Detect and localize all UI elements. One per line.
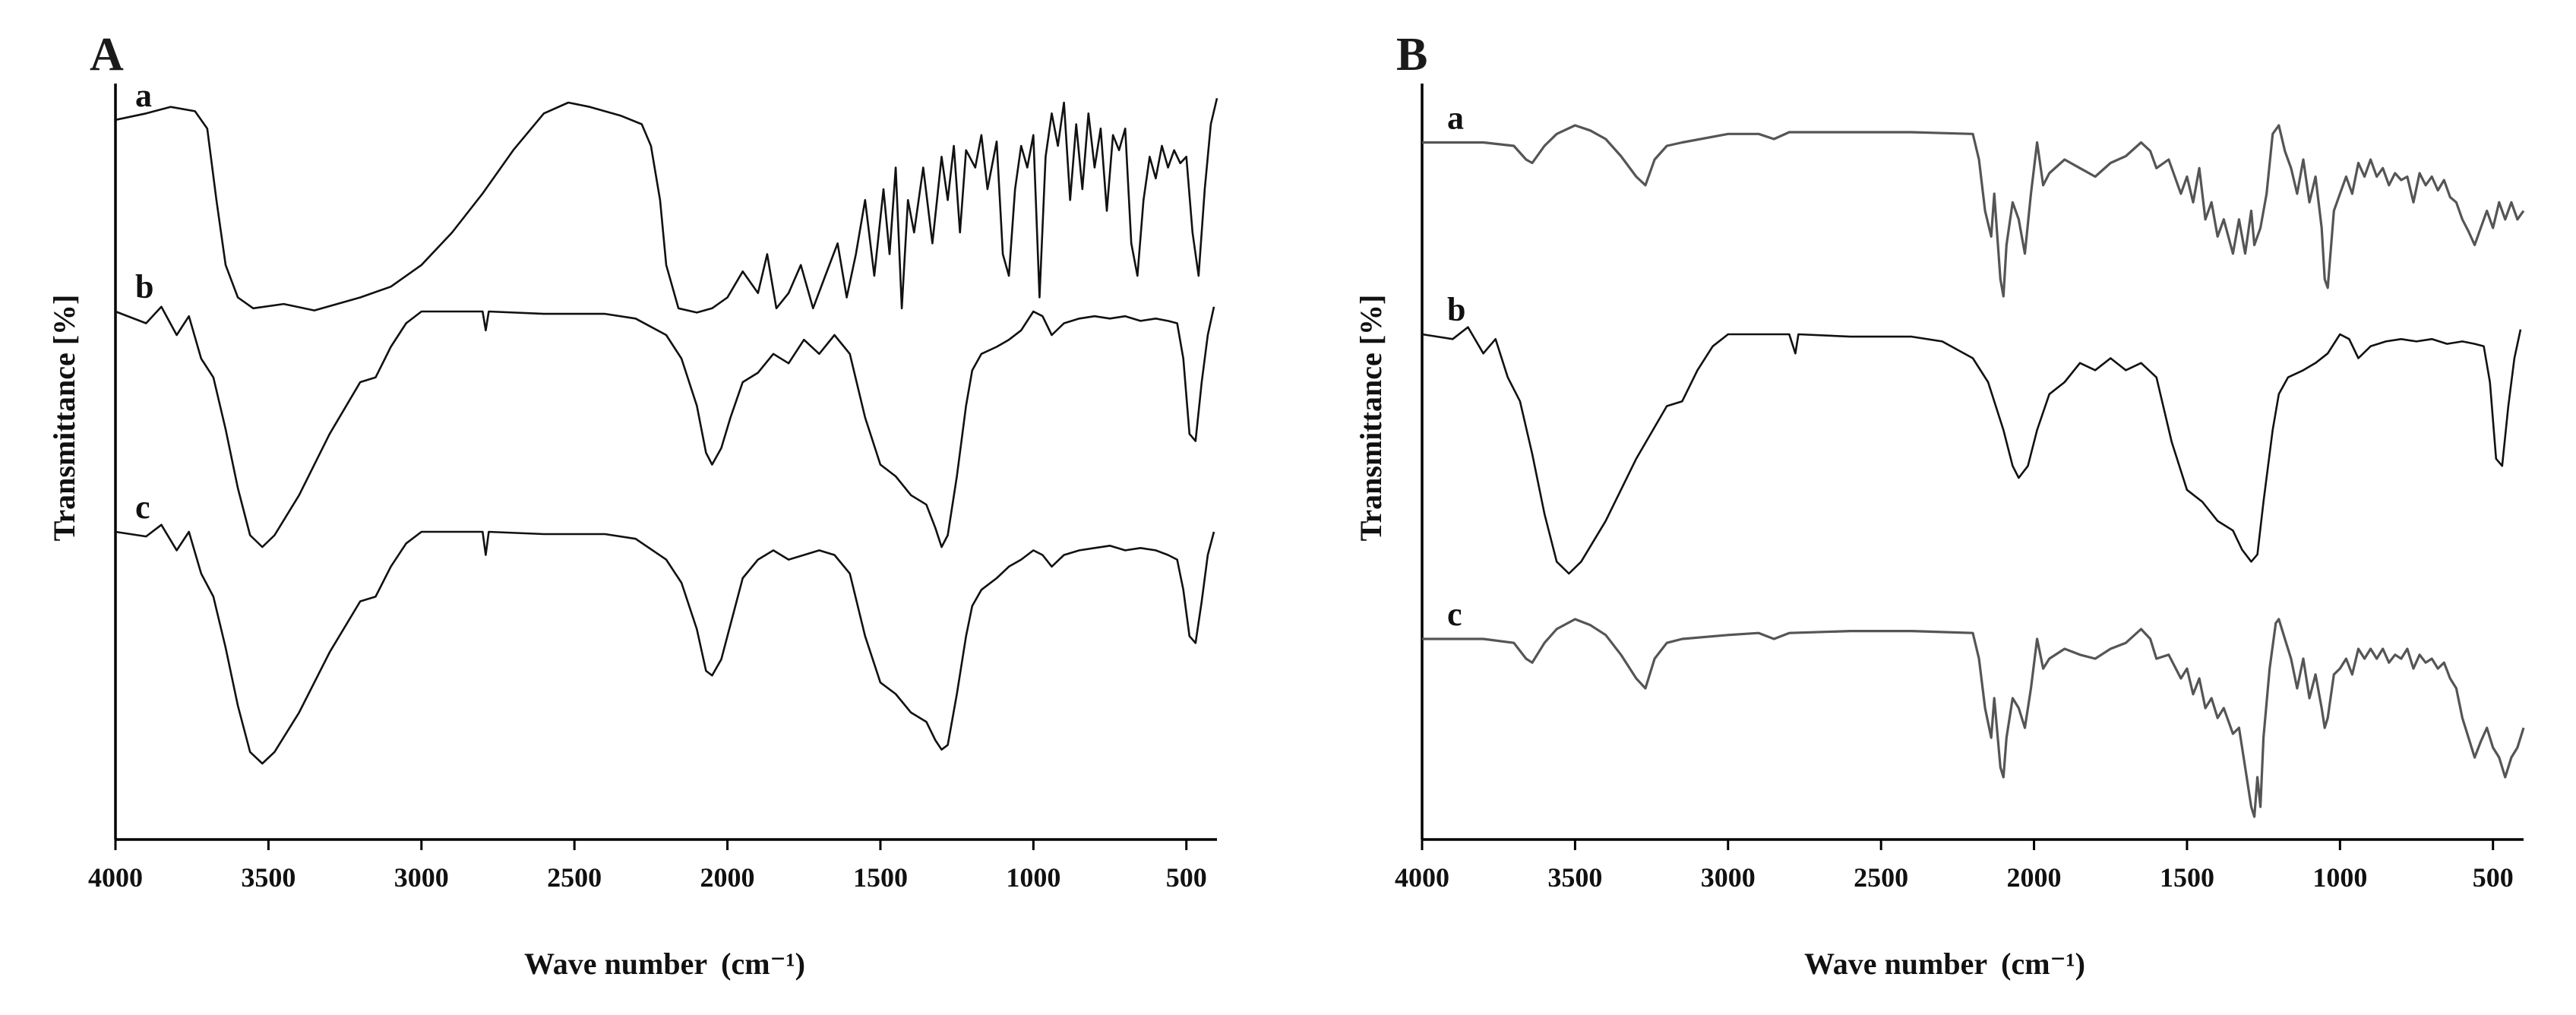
panel-a-x-axis-title: Wave number bbox=[524, 947, 707, 981]
x-tick-label: 1000 bbox=[1006, 862, 1060, 893]
panel-a-spectra: a b c bbox=[115, 77, 1218, 765]
panel-b: B Transmittance [%] Wave number (cm⁻¹) 40… bbox=[1354, 29, 2525, 981]
x-tick-label: 3000 bbox=[1701, 862, 1756, 893]
x-tick-label: 2000 bbox=[700, 862, 755, 893]
panel-b-x-axis-unit: (cm⁻¹) bbox=[2001, 947, 2085, 981]
x-tick-label: 1500 bbox=[2160, 862, 2214, 893]
curve-label-c: c bbox=[135, 489, 150, 526]
spectrum-curve-c bbox=[115, 523, 1215, 765]
x-tick-label: 2500 bbox=[1854, 862, 1908, 893]
curve-label-b: b bbox=[1447, 291, 1465, 328]
spectrum-curve-b bbox=[115, 305, 1215, 549]
x-tick-label: 4000 bbox=[88, 862, 143, 893]
panel-b-spectra: a b c bbox=[1421, 100, 2525, 818]
spectrum-curve-b bbox=[1421, 326, 2522, 575]
panel-b-label: B bbox=[1396, 29, 1427, 81]
x-tick-label: 1000 bbox=[2312, 862, 2367, 893]
x-tick-label: 1500 bbox=[853, 862, 908, 893]
panel-a-label: A bbox=[90, 29, 124, 81]
spectrum-curve-a bbox=[1422, 124, 2525, 298]
x-tick-label: 2500 bbox=[547, 862, 602, 893]
x-tick-label: 3500 bbox=[241, 862, 296, 893]
panel-b-y-axis-label: Transmittance [%] bbox=[1354, 295, 1388, 542]
panel-b-x-axis-label: Wave number (cm⁻¹) bbox=[1804, 947, 2085, 981]
panel-b-x-axis-title: Wave number bbox=[1804, 947, 1987, 981]
curve-label-c: c bbox=[1447, 596, 1462, 633]
panel-a-y-axis-label: Transmittance [%] bbox=[47, 295, 81, 542]
panel-a-x-axis-unit: (cm⁻¹) bbox=[721, 947, 805, 981]
panel-a: A Transmittance [%] Wave number (cm⁻¹) 40… bbox=[47, 29, 1218, 981]
x-tick-label: 500 bbox=[1166, 862, 1207, 893]
curve-label-a: a bbox=[135, 77, 152, 114]
x-tick-label: 3000 bbox=[394, 862, 449, 893]
x-tick-label: 500 bbox=[2473, 862, 2514, 893]
spectrum-curve-c bbox=[1422, 618, 2525, 818]
x-tick-label: 2000 bbox=[2007, 862, 2062, 893]
panel-a-axes: 4000 3500 3000 2500 2000 1500 1000 500 bbox=[88, 84, 1217, 893]
panel-b-axes: 4000 3500 3000 2500 2000 1500 1000 500 bbox=[1395, 84, 2524, 893]
curve-label-b: b bbox=[135, 268, 153, 305]
panel-a-x-axis-label: Wave number (cm⁻¹) bbox=[524, 947, 805, 981]
curve-label-a: a bbox=[1447, 100, 1464, 137]
spectrum-curve-a bbox=[115, 98, 1218, 314]
x-tick-label: 3500 bbox=[1547, 862, 1602, 893]
x-tick-label: 4000 bbox=[1395, 862, 1449, 893]
